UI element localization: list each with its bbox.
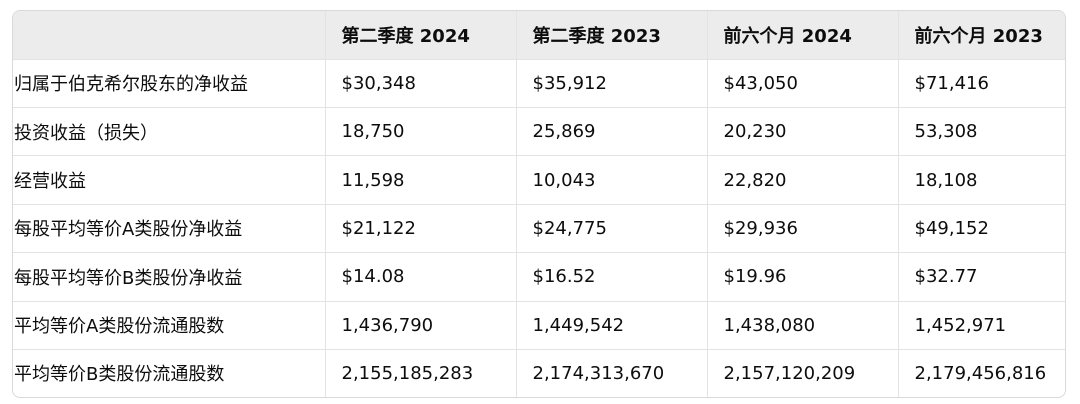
table-cell: 1,452,971 <box>898 301 1065 350</box>
table-cell: 1,436,790 <box>325 301 517 350</box>
table-cell: 20,230 <box>707 107 899 157</box>
table-cell: $49,152 <box>898 204 1065 254</box>
table-row: 每股平均等价B类股份净收益 $14.08 $16.52 $19.96 $32.77 <box>13 252 1065 302</box>
table-cell: 53,308 <box>898 107 1065 157</box>
row-label: 平均等价B类股份流通股数 <box>13 349 326 397</box>
table-cell: $30,348 <box>325 59 517 108</box>
table-row: 投资收益（损失） 18,750 25,869 20,230 53,308 <box>13 107 1065 157</box>
table-cell: $21,122 <box>325 204 517 254</box>
row-label: 投资收益（损失） <box>13 107 326 157</box>
table-cell: $32.77 <box>898 252 1065 302</box>
table-cell: $16.52 <box>516 252 708 302</box>
row-label: 每股平均等价B类股份净收益 <box>13 252 326 302</box>
table-container: 第二季度 2024 第二季度 2023 前六个月 2024 前六个月 2023 归属于… <box>12 10 1066 398</box>
header-cell: 前六个月 2024 <box>707 11 899 60</box>
header-cell: 第二季度 2023 <box>516 11 708 60</box>
table-cell: 1,438,080 <box>707 301 899 350</box>
table-cell: $29,936 <box>707 204 899 254</box>
table-cell: 22,820 <box>707 155 899 205</box>
header-cell: 第二季度 2024 <box>325 11 517 60</box>
table-cell: $43,050 <box>707 59 899 108</box>
table-cell: $14.08 <box>325 252 517 302</box>
table-cell: 2,174,313,670 <box>516 349 708 397</box>
table-row: 归属于伯克希尔股东的净收益 $30,348 $35,912 $43,050 $71,41… <box>13 59 1065 108</box>
table-cell: 18,750 <box>325 107 517 157</box>
row-label: 平均等价A类股份流通股数 <box>13 301 326 350</box>
header-cell-empty <box>13 11 326 60</box>
row-label: 归属于伯克希尔股东的净收益 <box>13 59 326 108</box>
table-cell: $19.96 <box>707 252 899 302</box>
table-cell: 10,043 <box>516 155 708 205</box>
table-body: 归属于伯克希尔股东的净收益 $30,348 $35,912 $43,050 $71,41… <box>13 59 1065 397</box>
table-row: 平均等价A类股份流通股数 1,436,790 1,449,542 1,438,080 1… <box>13 301 1065 350</box>
table-row: 每股平均等价A类股份净收益 $21,122 $24,775 $29,936 $49,15… <box>13 204 1065 254</box>
header-row: 第二季度 2024 第二季度 2023 前六个月 2024 前六个月 2023 <box>13 11 1065 60</box>
table-cell: 11,598 <box>325 155 517 205</box>
table-row: 经营收益 11,598 10,043 22,820 18,108 <box>13 155 1065 205</box>
table: 第二季度 2024 第二季度 2023 前六个月 2024 前六个月 2023 归属于… <box>13 11 1065 397</box>
table-cell: 2,157,120,209 <box>707 349 899 397</box>
table-row: 平均等价B类股份流通股数 2,155,185,283 2,174,313,670 2,… <box>13 349 1065 397</box>
table-cell: 18,108 <box>898 155 1065 205</box>
table-cell: 1,449,542 <box>516 301 708 350</box>
table-cell: $24,775 <box>516 204 708 254</box>
row-label: 每股平均等价A类股份净收益 <box>13 204 326 254</box>
row-label: 经营收益 <box>13 155 326 205</box>
table-cell: 25,869 <box>516 107 708 157</box>
table-cell: $35,912 <box>516 59 708 108</box>
header-cell: 前六个月 2023 <box>898 11 1065 60</box>
table-cell: $71,416 <box>898 59 1065 108</box>
table-cell: 2,179,456,816 <box>914 362 1047 384</box>
table-cell: 2,155,185,283 <box>325 349 517 397</box>
